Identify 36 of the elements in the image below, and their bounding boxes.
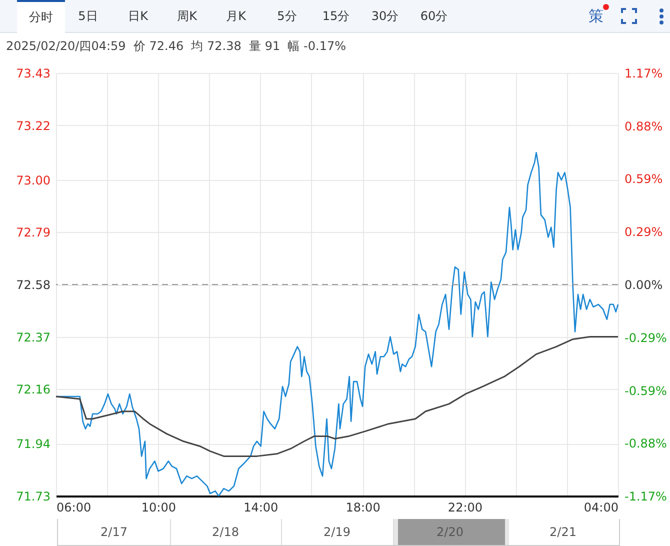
- text: 15分: [321, 8, 351, 25]
- x-tick-label: 10:00: [141, 500, 176, 514]
- x-tick-label: 04:00: [584, 500, 618, 514]
- line-series: [55, 336, 619, 457]
- y-tick-label: 73.00: [16, 173, 50, 188]
- x-tick-label: 22:00: [448, 500, 483, 514]
- text: 5分: [276, 8, 298, 25]
- text: 策: [588, 6, 604, 27]
- y-tick-label: 73.22: [16, 118, 50, 133]
- text: 周K: [176, 8, 198, 25]
- y2-tick-label: 0.59%: [624, 172, 663, 186]
- text: 30分: [370, 8, 400, 25]
- y-tick-label: 72.58: [16, 278, 50, 292]
- x-tick-label: 06:00: [56, 500, 92, 514]
- y2-tick-label: 0.00%: [624, 278, 663, 292]
- y2-tick-label: -1.17%: [624, 490, 667, 504]
- chart-subtitle: 2025/02/20/四04:59 价 72.46 均 72.38 量 91 幅 -0.17%: [6, 38, 346, 55]
- y-tick-label: 71.73: [16, 490, 50, 504]
- y2-tick-label: -0.29%: [624, 330, 667, 345]
- text: 日K: [127, 8, 149, 25]
- y2-tick-label: -0.59%: [624, 384, 667, 398]
- y-tick-label: 73.43: [16, 66, 50, 80]
- y-tick-label: 71.94: [16, 437, 50, 452]
- y-tick-label: 72.16: [16, 382, 50, 397]
- text: 60分: [419, 8, 449, 25]
- text: 5日: [77, 8, 99, 25]
- text: 分时: [17, 0, 65, 33]
- y2-tick-label: 1.17%: [624, 66, 663, 80]
- text: 月K: [225, 8, 247, 25]
- y-tick-label: 72.79: [16, 226, 50, 240]
- y2-tick-label: -0.88%: [624, 436, 667, 451]
- y-tick-label: 72.37: [16, 330, 50, 344]
- x-tick-label: 18:00: [346, 500, 380, 514]
- y2-tick-label: 0.29%: [624, 225, 663, 240]
- x-tick-label: 14:00: [244, 500, 278, 514]
- y2-tick-label: 0.88%: [624, 119, 663, 134]
